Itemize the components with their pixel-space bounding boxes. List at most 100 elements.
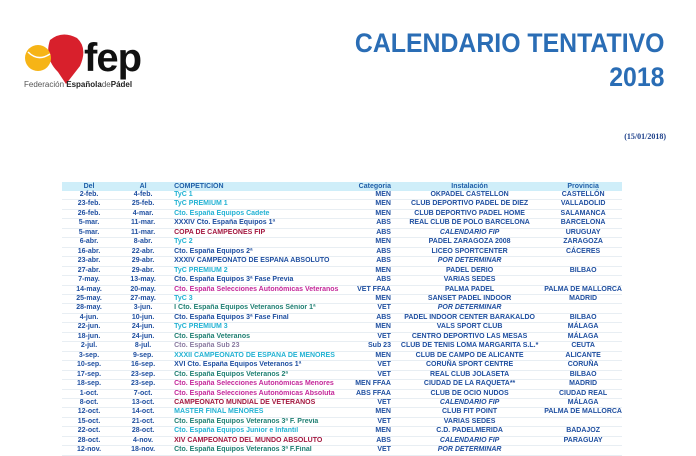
- date-from: 3-sep.: [62, 351, 117, 362]
- date-from: 2-feb.: [62, 191, 117, 201]
- province: [544, 275, 622, 286]
- venue: VALS SPORT CLUB: [394, 322, 545, 333]
- table-row: 28-oct. 4-nov. XIV CAMPEONATO DEL MUNDO AB…: [62, 436, 622, 447]
- province: MADRID: [544, 379, 622, 390]
- header-competicion: COMPETICIÓN: [170, 182, 352, 191]
- province: MÁLAGA: [544, 398, 622, 409]
- competition: XVI Cto. España Equipos Veteranos 1ª: [170, 360, 352, 371]
- venue: SANSET PADEL INDOOR: [394, 294, 545, 305]
- date-from: 7-may.: [62, 275, 117, 286]
- date-to: 11-mar.: [116, 228, 171, 239]
- table-row: 16-abr. 22-abr. Cto. España Equipos 2ª ABS L…: [62, 247, 622, 258]
- venue: CLUB DEPORTIVO PADEL DE DIEZ: [394, 199, 545, 210]
- date-from: 15-oct.: [62, 417, 117, 428]
- venue: CLUB DEPORTIVO PADEL HOME: [394, 209, 545, 220]
- province: PARAGUAY: [544, 436, 622, 447]
- category: VET: [351, 360, 395, 371]
- category: Sub 23: [351, 341, 395, 352]
- category: MEN: [351, 407, 395, 418]
- table-header-row: Del Al COMPETICIÓN Categoria Instalación…: [62, 182, 622, 191]
- date-from: 18-sep.: [62, 379, 117, 390]
- venue: POR DETERMINAR: [394, 445, 545, 456]
- province: CÁCERES: [544, 247, 622, 258]
- table-row: 10-sep. 16-sep. XVI Cto. España Equipos Ve…: [62, 360, 622, 371]
- category: MEN: [351, 426, 395, 437]
- province: BARCELONA: [544, 218, 622, 229]
- date-from: 22-oct.: [62, 426, 117, 437]
- venue: CLUB DE CAMPO DE ALICANTE: [394, 351, 545, 362]
- competition: Cto. España Equipos Veteranos 2ª: [170, 370, 352, 381]
- competition: Cto. España Equipos Junior e Infantil: [170, 426, 352, 437]
- date-to: 24-jun.: [116, 332, 171, 343]
- competition: Cto. España Equipos Cadete: [170, 209, 352, 220]
- category: ABS: [351, 228, 395, 239]
- province: BADAJOZ: [544, 426, 622, 437]
- date-to: 10-jun.: [116, 313, 171, 324]
- competition: Cto. España Equipos Veteranos 3ª F. Prev…: [170, 417, 352, 428]
- date-from: 25-may.: [62, 294, 117, 305]
- table-row: 7-may. 13-may. Cto. España Equipos 3ª Fase…: [62, 275, 622, 286]
- table-row: 1-oct. 7-oct. Cto. España Selecciones Auto…: [62, 389, 622, 399]
- date-to: 16-sep.: [116, 360, 171, 371]
- category: VET: [351, 332, 395, 343]
- date-to: 23-sep.: [116, 379, 171, 390]
- venue: CALENDARIO FIP: [394, 398, 545, 409]
- venue: VARIAS SEDES: [394, 275, 545, 286]
- table-row: 14-may. 20-may. Cto. España Selecciones Au…: [62, 285, 622, 296]
- table-row: 5-mar. 11-mar. COPA DE CAMPEONES FIP ABS CAL…: [62, 228, 622, 239]
- competition: Cto. España Equipos Veteranos 3ª F.Final: [170, 445, 352, 456]
- province: [544, 256, 622, 267]
- venue: C.D. PADELMERIDA: [394, 426, 545, 437]
- date-from: 28-oct.: [62, 436, 117, 447]
- date-to: 7-oct.: [116, 389, 171, 399]
- province: CORUÑA: [544, 360, 622, 371]
- venue: CALENDARIO FIP: [394, 228, 545, 239]
- header-categoria: Categoria: [351, 182, 395, 191]
- competition: TyC 1: [170, 191, 352, 201]
- logo-brand: fep: [84, 36, 142, 80]
- category: VET: [351, 417, 395, 428]
- category: MEN FFAA: [351, 379, 395, 390]
- venue: PADEL INDOOR CENTER BARAKALDO: [394, 313, 545, 324]
- table-row: 12-nov. 18-nov. Cto. España Equipos Vetera…: [62, 445, 622, 456]
- venue: POR DETERMINAR: [394, 303, 545, 314]
- date-to: 13-oct.: [116, 398, 171, 409]
- venue: CLUB FIT POINT: [394, 407, 545, 418]
- category: ABS: [351, 436, 395, 447]
- competition: Cto. España Equipos 3ª Fase Final: [170, 313, 352, 324]
- header-instalacion: Instalación: [394, 182, 545, 191]
- table-row: 3-sep. 9-sep. XXXII CAMPEONATO DE ESPAÑA D…: [62, 351, 622, 362]
- table-row: 5-mar. 11-mar. XXXIV Cto. España Equipos 1…: [62, 218, 622, 229]
- date-to: 28-oct.: [116, 426, 171, 437]
- competition: TyC PREMIUM 2: [170, 266, 352, 277]
- category: MEN: [351, 294, 395, 305]
- venue: CALENDARIO FIP: [394, 436, 545, 447]
- competition: Cto. España Sub 23: [170, 341, 352, 352]
- date-to: 4-mar.: [116, 209, 171, 220]
- date-to: 14-oct.: [116, 407, 171, 418]
- date-to: 24-jun.: [116, 322, 171, 333]
- competition: TyC 2: [170, 237, 352, 248]
- competition: XXXII CAMPEONATO DE ESPAÑA DE MENORES: [170, 351, 352, 362]
- page-title: CALENDARIO TENTATIVO 2018: [354, 26, 664, 94]
- category: VET: [351, 370, 395, 381]
- competition: MASTER FINAL MENORES: [170, 407, 352, 418]
- competition: Cto. España Equipos 3ª Fase Previa: [170, 275, 352, 286]
- competition: XXXIV Cto. España Equipos 1ª: [170, 218, 352, 229]
- province: CIUDAD REAL: [544, 389, 622, 399]
- competition: TyC 3: [170, 294, 352, 305]
- date-from: 23-abr.: [62, 256, 117, 267]
- venue: PALMA PADEL: [394, 285, 545, 296]
- date-to: 25-feb.: [116, 199, 171, 210]
- table-row: 8-oct. 13-oct. CAMPEONATO MUNDIAL DE VETER…: [62, 398, 622, 409]
- category: ABS: [351, 313, 395, 324]
- venue: CLUB DE TENIS LOMA MARGARITA S.L.*: [394, 341, 545, 352]
- competition: TyC PREMIUM 1: [170, 199, 352, 210]
- venue: REAL CLUB JOLASETA: [394, 370, 545, 381]
- province: VALLADOLID: [544, 199, 622, 210]
- province: ALICANTE: [544, 351, 622, 362]
- table-row: 22-oct. 28-oct. Cto. España Equipos Junior…: [62, 426, 622, 437]
- header-provincia: Provincia: [544, 182, 622, 191]
- date-from: 12-nov.: [62, 445, 117, 456]
- calendar-table: Del Al COMPETICIÓN Categoria Instalación…: [62, 182, 622, 456]
